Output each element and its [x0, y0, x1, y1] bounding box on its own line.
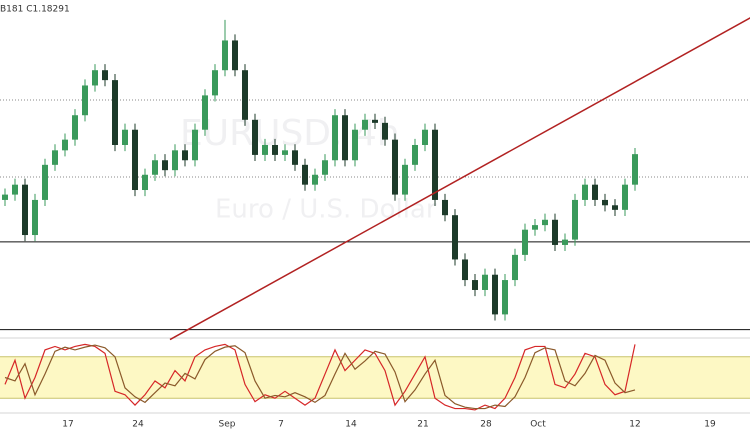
candle-body	[342, 115, 348, 161]
watermark: EURUSD, 4h	[180, 113, 400, 154]
candle-body	[632, 154, 638, 185]
candle-body	[292, 150, 298, 165]
candle-body	[162, 160, 168, 171]
candle-body	[512, 254, 518, 281]
candle-body	[312, 174, 318, 185]
candle-body	[32, 199, 38, 236]
candle-body	[2, 194, 8, 200]
candle-body	[462, 259, 468, 281]
candle-body	[232, 40, 238, 71]
candle-body	[532, 225, 538, 230]
x-tick-label: 19	[704, 420, 716, 430]
x-tick-label: Sep	[219, 420, 236, 430]
candle-body	[182, 150, 188, 161]
candle-body	[72, 115, 78, 140]
candle-body	[92, 70, 98, 86]
candle-body	[382, 122, 388, 140]
candle-body	[82, 85, 88, 116]
candle-body	[552, 219, 558, 245]
candle-body	[592, 184, 598, 200]
candle-body	[572, 199, 578, 240]
stoch-line	[4, 344, 636, 410]
candle-body	[562, 239, 568, 245]
candle-body	[152, 160, 158, 175]
candle-body	[52, 150, 58, 165]
x-tick-label: Oct	[530, 420, 546, 430]
candle-body	[252, 119, 258, 155]
trendline	[169, 17, 750, 341]
candle-body	[482, 274, 488, 290]
stoch-band	[0, 356, 750, 399]
candle-body	[282, 150, 288, 155]
candle-body	[442, 199, 448, 216]
candle-body	[352, 129, 358, 161]
candle-body	[302, 164, 308, 185]
candle-body	[412, 144, 418, 165]
candle-body	[392, 139, 398, 195]
candle-body	[212, 70, 218, 96]
candle-body	[262, 144, 268, 155]
stoch-line	[4, 343, 636, 411]
candle-body	[12, 184, 18, 195]
header-values: B181 C1.18291	[0, 5, 70, 15]
x-tick-label: 7	[278, 420, 284, 430]
candle-body	[452, 215, 458, 260]
candle-body	[422, 129, 428, 145]
candle-body	[492, 274, 498, 315]
x-tick-label: 17	[62, 420, 73, 430]
candle-body	[242, 70, 248, 120]
candle-body	[202, 95, 208, 130]
candle-body	[112, 80, 118, 145]
candle-body	[22, 184, 28, 236]
candle-body	[362, 119, 368, 130]
candle-body	[42, 164, 48, 200]
candle-body	[132, 129, 138, 191]
candle-body	[542, 219, 548, 226]
candle-body	[222, 40, 228, 71]
candle-body	[622, 184, 628, 210]
x-tick-label: 12	[629, 420, 640, 430]
candle-body	[432, 129, 438, 200]
candle-body	[272, 144, 278, 155]
candle-body	[612, 205, 618, 210]
candle-body	[502, 280, 508, 315]
candle-body	[402, 164, 408, 195]
candle-body	[522, 229, 528, 255]
x-tick-label: 24	[132, 420, 144, 430]
candle-body	[192, 129, 198, 161]
x-tick-label: 14	[345, 420, 357, 430]
candle-body	[142, 174, 148, 191]
candle-body	[102, 70, 108, 81]
watermark: Euro / U.S. Dollar	[215, 195, 437, 225]
candle-body	[322, 160, 328, 175]
candle-body	[372, 119, 378, 123]
candle-body	[62, 139, 68, 151]
candle-body	[472, 280, 478, 290]
candle-body	[172, 150, 178, 171]
candle-body	[332, 115, 338, 161]
x-tick-label: 21	[417, 420, 428, 430]
candle-body	[602, 199, 608, 206]
candle-body	[582, 184, 588, 200]
x-tick-label: 28	[480, 420, 492, 430]
candle-body	[122, 129, 128, 145]
